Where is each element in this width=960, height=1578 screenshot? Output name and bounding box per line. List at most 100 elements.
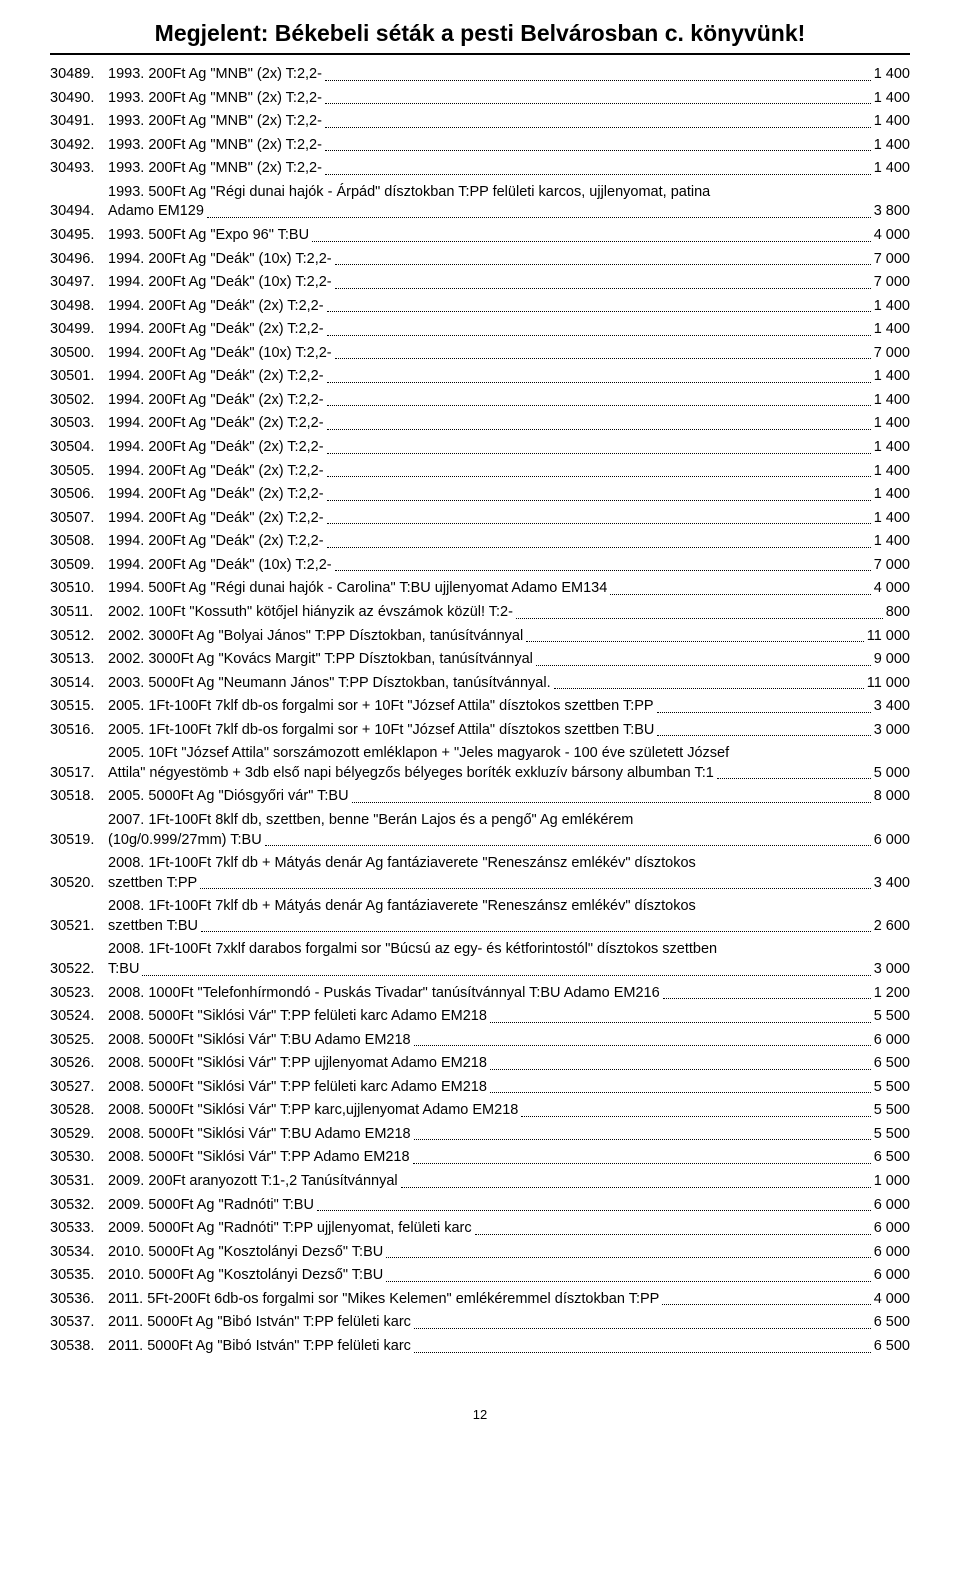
leader-dots — [516, 618, 883, 619]
leader-dots — [335, 358, 871, 359]
catalog-entry: 30512.2002. 3000Ft Ag "Bolyai János" T:P… — [50, 627, 910, 647]
catalog-entry: 30534.2010. 5000Ft Ag "Kosztolányi Dezső… — [50, 1243, 910, 1263]
entry-desc-text: 1994. 500Ft Ag "Régi dunai hajók - Carol… — [108, 579, 610, 599]
entry-price: 7 000 — [871, 344, 910, 364]
entry-price: 6 000 — [871, 1196, 910, 1216]
entry-desc-text: 2011. 5000Ft Ag "Bibó István" T:PP felül… — [108, 1313, 414, 1333]
leader-dots — [526, 641, 864, 642]
entry-number: 30525. — [50, 1031, 108, 1051]
leader-dots — [325, 127, 871, 128]
entry-line: 2002. 100Ft "Kossuth" kötőjel hiányzik a… — [108, 603, 910, 623]
entries-list: 30489.1993. 200Ft Ag "MNB" (2x) T:2,2-1 … — [50, 65, 910, 1357]
entry-line: 1993. 500Ft Ag "Expo 96" T:BU4 000 — [108, 226, 910, 246]
catalog-entry: 30491.1993. 200Ft Ag "MNB" (2x) T:2,2-1 … — [50, 112, 910, 132]
entry-number: 30531. — [50, 1172, 108, 1192]
entry-line: 2008. 5000Ft "Siklósi Vár" T:BU Adamo EM… — [108, 1125, 910, 1145]
entry-body: 2008. 5000Ft "Siklósi Vár" T:PP felületi… — [108, 1078, 910, 1098]
entry-number: 30518. — [50, 787, 108, 807]
leader-dots — [414, 1045, 871, 1046]
entry-number: 30528. — [50, 1101, 108, 1121]
entry-body: 2002. 3000Ft Ag "Kovács Margit" T:PP Dís… — [108, 650, 910, 670]
entry-line: 1994. 200Ft Ag "Deák" (10x) T:2,2-7 000 — [108, 273, 910, 293]
entry-line: 2010. 5000Ft Ag "Kosztolányi Dezső" T:BU… — [108, 1266, 910, 1286]
catalog-entry: 30497.1994. 200Ft Ag "Deák" (10x) T:2,2-… — [50, 273, 910, 293]
entry-number: 30517. — [50, 764, 108, 784]
entry-line: 1994. 200Ft Ag "Deák" (2x) T:2,2- 1 400 — [108, 509, 910, 529]
entry-price: 1 400 — [871, 391, 910, 411]
entry-number: 30510. — [50, 579, 108, 599]
entry-price: 1 400 — [871, 509, 910, 529]
leader-dots — [200, 888, 871, 889]
catalog-entry: 30538.2011. 5000Ft Ag "Bibó István" T:PP… — [50, 1337, 910, 1357]
entry-desc-text: 1994. 200Ft Ag "Deák" (10x) T:2,2- — [108, 344, 335, 364]
entry-price: 5 000 — [871, 764, 910, 784]
catalog-entry: 30496.1994. 200Ft Ag "Deák" (10x) T:2,2-… — [50, 250, 910, 270]
entry-body: 2008. 5000Ft "Siklósi Vár" T:BU Adamo EM… — [108, 1031, 910, 1051]
catalog-entry: 30531.2009. 200Ft aranyozott T:1-,2 Tanú… — [50, 1172, 910, 1192]
entry-number: 30526. — [50, 1054, 108, 1074]
entry-price: 7 000 — [871, 273, 910, 293]
leader-dots — [554, 688, 864, 689]
entry-price: 3 400 — [871, 874, 910, 894]
entry-desc-line: 1993. 500Ft Ag "Régi dunai hajók - Árpád… — [108, 183, 910, 203]
entry-number: 30496. — [50, 250, 108, 270]
leader-dots — [663, 998, 871, 999]
entry-number: 30514. — [50, 674, 108, 694]
entry-price: 6 000 — [871, 1219, 910, 1239]
entry-body: 1994. 200Ft Ag "Deák" (10x) T:2,2-7 000 — [108, 250, 910, 270]
leader-dots — [327, 453, 871, 454]
entry-price: 1 400 — [871, 136, 910, 156]
entry-body: 2010. 5000Ft Ag "Kosztolányi Dezső" T:BU… — [108, 1266, 910, 1286]
entry-line: 2008. 5000Ft "Siklósi Vár" T:PP karc,ujj… — [108, 1101, 910, 1121]
leader-dots — [717, 778, 871, 779]
leader-dots — [325, 174, 871, 175]
entry-number: 30498. — [50, 297, 108, 317]
entry-number: 30527. — [50, 1078, 108, 1098]
catalog-entry: 30536.2011. 5Ft-200Ft 6db-os forgalmi so… — [50, 1290, 910, 1310]
entry-price: 5 500 — [871, 1101, 910, 1121]
entry-price: 9 000 — [871, 650, 910, 670]
entry-last-line: szettben T:PP3 400 — [108, 874, 910, 894]
entry-body: 1994. 200Ft Ag "Deák" (2x) T:2,2-1 400 — [108, 367, 910, 387]
entry-price: 6 500 — [871, 1337, 910, 1357]
entry-number: 30522. — [50, 960, 108, 980]
entry-desc-text: 1994. 200Ft Ag "Deák" (2x) T:2,2- — [108, 509, 327, 529]
entry-number: 30503. — [50, 414, 108, 434]
leader-dots — [475, 1234, 871, 1235]
entry-line: 2009. 5000Ft Ag "Radnóti" T:PP ujjlenyom… — [108, 1219, 910, 1239]
entry-desc-text: 2008. 5000Ft "Siklósi Vár" T:PP felületi… — [108, 1078, 490, 1098]
entry-line: 2005. 1Ft-100Ft 7klf db-os forgalmi sor … — [108, 697, 910, 717]
entry-desc-text: 2011. 5Ft-200Ft 6db-os forgalmi sor "Mik… — [108, 1290, 662, 1310]
entry-line: 2008. 5000Ft "Siklósi Vár" T:BU Adamo EM… — [108, 1031, 910, 1051]
leader-dots — [386, 1257, 870, 1258]
entry-number: 30500. — [50, 344, 108, 364]
catalog-entry: 30490.1993. 200Ft Ag "MNB" (2x) T:2,2-1 … — [50, 89, 910, 109]
entry-desc-text: 1993. 200Ft Ag "MNB" (2x) T:2,2- — [108, 89, 325, 109]
entry-body: 2008. 1000Ft "Telefonhírmondó - Puskás T… — [108, 984, 910, 1004]
entry-price: 6 500 — [871, 1148, 910, 1168]
catalog-entry: 30537.2011. 5000Ft Ag "Bibó István" T:PP… — [50, 1313, 910, 1333]
leader-dots — [335, 570, 871, 571]
catalog-entry: 30515.2005. 1Ft-100Ft 7klf db-os forgalm… — [50, 697, 910, 717]
entry-desc-text: 2008. 5000Ft "Siklósi Vár" T:PP Adamo EM… — [108, 1148, 413, 1168]
leader-dots — [610, 594, 870, 595]
leader-dots — [413, 1163, 871, 1164]
entry-price: 1 000 — [871, 1172, 910, 1192]
entry-desc-line: 2008. 1Ft-100Ft 7xklf darabos forgalmi s… — [108, 940, 910, 960]
leader-dots — [327, 429, 871, 430]
catalog-entry: 30494.1993. 500Ft Ag "Régi dunai hajók -… — [50, 183, 910, 222]
entry-price: 2 600 — [871, 917, 910, 937]
entry-number: 30516. — [50, 721, 108, 741]
entry-body: 1993. 200Ft Ag "MNB" (2x) T:2,2-1 400 — [108, 159, 910, 179]
entry-price: 4 000 — [871, 579, 910, 599]
page-container: Megjelent: Békebeli séták a pesti Belvár… — [0, 0, 960, 1452]
entry-body: 2005. 1Ft-100Ft 7klf db-os forgalmi sor … — [108, 721, 910, 741]
entry-price: 5 500 — [871, 1007, 910, 1027]
entry-desc-text: 1994. 200Ft Ag "Deák" (2x) T:2,2- — [108, 438, 327, 458]
catalog-entry: 30523.2008. 1000Ft "Telefonhírmondó - Pu… — [50, 984, 910, 1004]
entry-desc-text: 2009. 5000Ft Ag "Radnóti" T:PP ujjlenyom… — [108, 1219, 475, 1239]
entry-line: 2008. 5000Ft "Siklósi Vár" T:PP felületi… — [108, 1007, 910, 1027]
entry-price: 6 500 — [871, 1313, 910, 1333]
entry-desc-text: 1993. 200Ft Ag "MNB" (2x) T:2,2- — [108, 65, 325, 85]
entry-line: 1994. 500Ft Ag "Régi dunai hajók - Carol… — [108, 579, 910, 599]
